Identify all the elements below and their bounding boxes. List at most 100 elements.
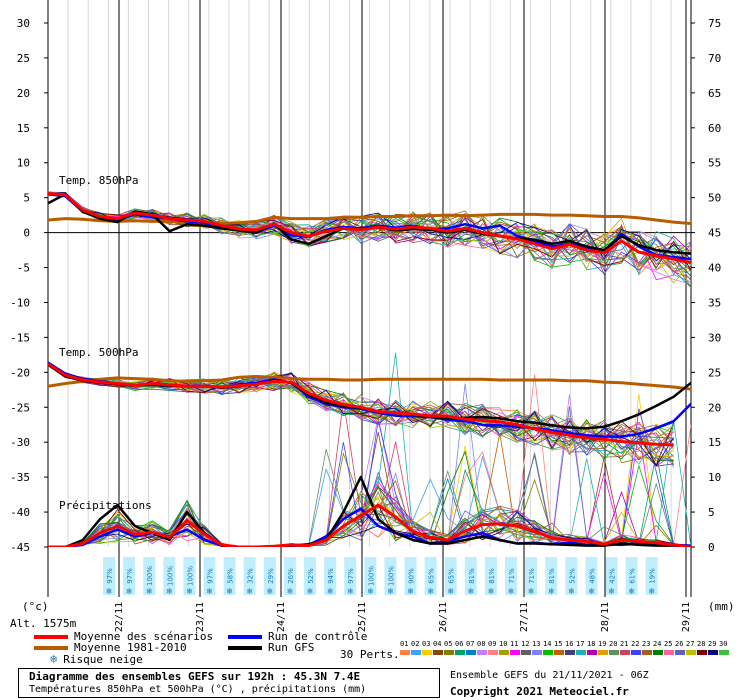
snow-risk-cell bbox=[525, 557, 538, 595]
snowflake-icon: ❄ bbox=[649, 587, 655, 597]
label-t850: Temp. 850hPa bbox=[59, 174, 138, 187]
snow-risk-pct: 81% bbox=[468, 568, 476, 584]
perts-ids: 01 02 03 04 05 06 07 08 09 10 11 12 13 14 15 16 17 18 19 20… bbox=[400, 640, 730, 648]
pert-color-box bbox=[411, 650, 421, 655]
snow-risk-pct: 29% bbox=[267, 568, 275, 584]
series-t500-line bbox=[48, 362, 674, 447]
pert-id: 24 bbox=[653, 640, 662, 648]
snowflake-icon: ❄ bbox=[388, 587, 394, 597]
pert-id: 17 bbox=[576, 640, 585, 648]
series-t850-line bbox=[48, 192, 691, 265]
series-precip-line bbox=[48, 503, 691, 547]
pert-color-box bbox=[466, 650, 476, 655]
legend-gfs: Run GFS bbox=[228, 641, 314, 654]
pert-color-box bbox=[554, 650, 564, 655]
date-label: 29/11 bbox=[681, 602, 692, 632]
pert-id: 20 bbox=[609, 640, 618, 648]
legend-mean: Moyenne des scénarios bbox=[34, 630, 213, 643]
main-series bbox=[48, 192, 691, 547]
pert-id: 26 bbox=[675, 640, 684, 648]
snowflake-icon: ❄ bbox=[368, 587, 374, 597]
snow-risk-cell bbox=[364, 557, 377, 595]
snowflake-icon: ❄ bbox=[448, 587, 454, 597]
pert-id: 11 bbox=[510, 640, 519, 648]
chart-title: Diagramme des ensembles GEFS sur 192h : … bbox=[29, 670, 361, 683]
pert-color-box bbox=[686, 650, 696, 655]
right-tick-label: 40 bbox=[708, 262, 721, 275]
pert-color-box bbox=[565, 650, 575, 655]
snow-risk-cell bbox=[464, 557, 477, 595]
pert-color-box bbox=[664, 650, 674, 655]
pert-id: 13 bbox=[532, 640, 541, 648]
perturbation-line bbox=[48, 191, 691, 282]
pert-id: 09 bbox=[488, 640, 497, 648]
pert-color-box bbox=[598, 650, 608, 655]
pert-color-box bbox=[609, 650, 619, 655]
left-tick-label: -15 bbox=[10, 331, 30, 344]
pert-color-box bbox=[576, 650, 586, 655]
snow-risk-pct: 100% bbox=[186, 566, 194, 586]
snow-risk-pct: 61% bbox=[629, 568, 637, 584]
run-info: Ensemble GEFS du 21/11/2021 - 06Z bbox=[450, 670, 649, 681]
title-box: Diagramme des ensembles GEFS sur 192h : … bbox=[18, 668, 440, 698]
label-precip: Précipitations bbox=[59, 499, 152, 512]
snow-risk-cell bbox=[444, 557, 457, 595]
snow-risk-cell bbox=[123, 557, 136, 595]
snow-risk-cell bbox=[304, 557, 316, 595]
pert-id: 27 bbox=[686, 640, 695, 648]
perts-label: 30 Perts. bbox=[340, 648, 400, 661]
left-tick-label: -25 bbox=[10, 401, 30, 414]
snow-risk-pct: 100% bbox=[146, 566, 154, 586]
snowflake-icon: ❄ bbox=[307, 587, 313, 597]
snow-risk-pct: 52% bbox=[307, 568, 315, 584]
snowflake-icon: ❄ bbox=[50, 652, 58, 666]
snowflake-icon: ❄ bbox=[167, 587, 173, 597]
snowflake-icon: ❄ bbox=[207, 587, 213, 597]
right-tick-label: 50 bbox=[708, 192, 721, 205]
pert-id: 10 bbox=[499, 640, 508, 648]
pert-color-box bbox=[521, 650, 531, 655]
snowflake-icon: ❄ bbox=[408, 587, 414, 597]
left-tick-label: -40 bbox=[10, 506, 30, 519]
snow-risk-pct: 26% bbox=[287, 568, 295, 584]
series-t500-line bbox=[48, 375, 691, 391]
snowflake-icon: ❄ bbox=[126, 587, 132, 597]
pert-id: 15 bbox=[554, 640, 563, 648]
left-tick-label: 20 bbox=[17, 87, 30, 100]
snow-risk-cell bbox=[645, 557, 658, 595]
snow-risk-pct: 71% bbox=[508, 568, 516, 584]
right-unit: (mm) bbox=[708, 600, 735, 613]
pert-color-box bbox=[477, 650, 487, 655]
pert-id: 05 bbox=[444, 640, 453, 648]
snow-risk-cell bbox=[163, 557, 176, 595]
snow-risk-pct: 42% bbox=[609, 568, 617, 584]
pert-color-box bbox=[543, 650, 553, 655]
snow-risk-pct: 48% bbox=[588, 568, 596, 584]
legend-mean-label: Moyenne des scénarios bbox=[74, 630, 214, 643]
snow-risk-pct: 100% bbox=[367, 566, 375, 586]
left-tick-label: 30 bbox=[17, 17, 30, 30]
snowflake-icon: ❄ bbox=[488, 587, 494, 597]
pert-color-box bbox=[697, 650, 707, 655]
legend-mean-swatch bbox=[34, 634, 68, 639]
snow-risk-cell bbox=[625, 557, 638, 595]
snow-risk-pct: 65% bbox=[448, 568, 456, 584]
left-unit: (°c) bbox=[22, 600, 49, 613]
pert-id: 03 bbox=[422, 640, 431, 648]
grid bbox=[47, 0, 672, 547]
snow-risk-cell bbox=[484, 557, 497, 595]
snow-risk-pct: 100% bbox=[166, 566, 174, 586]
snowflake-icon: ❄ bbox=[589, 587, 595, 597]
left-tick-label: -5 bbox=[17, 262, 30, 275]
legend-control-label: Run de contrôle bbox=[268, 630, 368, 643]
snowflake-icon: ❄ bbox=[468, 587, 474, 597]
snowflake-icon: ❄ bbox=[548, 587, 554, 597]
left-tick-label: -10 bbox=[10, 296, 30, 309]
date-label: 28/11 bbox=[600, 602, 611, 632]
legend-clim-swatch bbox=[34, 645, 68, 650]
snow-risk-cell bbox=[183, 557, 196, 595]
pert-color-box bbox=[422, 650, 432, 655]
right-tick-label: 30 bbox=[708, 331, 721, 344]
pert-id: 12 bbox=[521, 640, 530, 648]
